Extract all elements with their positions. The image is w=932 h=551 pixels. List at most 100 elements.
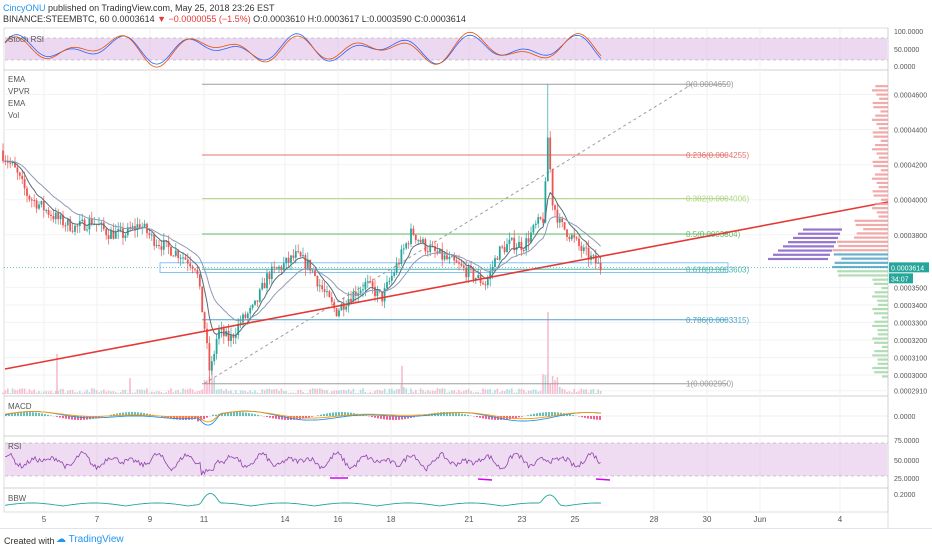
macd-histogram-bar — [272, 416, 274, 418]
legend-vpvr[interactable]: VPVR — [8, 87, 30, 96]
candle-body — [429, 246, 431, 252]
macd-histogram-bar — [239, 412, 241, 416]
price-tick-label: 0.0004000 — [894, 198, 927, 205]
candle-body — [533, 225, 535, 232]
candle-body — [506, 244, 508, 252]
bbw-line — [5, 493, 601, 506]
macd-histogram-bar — [371, 416, 373, 417]
volume-bar — [53, 393, 55, 394]
tradingview-logo-icon[interactable]: ☁ TradingView — [56, 534, 124, 545]
candle-body — [561, 218, 563, 222]
legend-vol[interactable]: Vol — [8, 111, 19, 120]
candle-body — [381, 292, 383, 302]
macd-histogram-bar — [590, 416, 592, 419]
volume-bar — [453, 390, 455, 394]
volume-bar — [175, 390, 177, 394]
volume-bar — [518, 389, 520, 394]
volume-bar — [439, 389, 441, 394]
macd-histogram-bar — [332, 412, 334, 416]
candle-body — [386, 282, 388, 288]
vpvr-bar — [881, 287, 888, 289]
candle-body — [182, 257, 184, 258]
volume-bar — [278, 391, 280, 394]
volume-bar — [146, 388, 148, 394]
x-tick-label: Jun — [754, 515, 767, 524]
volume-bar — [50, 391, 52, 394]
volume-bar — [120, 392, 122, 394]
volume-bar — [89, 392, 91, 394]
vpvr-bar — [874, 342, 888, 344]
macd-histogram-bar — [545, 412, 547, 416]
countdown-tag-label: 34:07 — [891, 276, 909, 283]
candle-body — [504, 247, 506, 252]
candle-body — [499, 246, 501, 259]
macd-histogram-bar — [521, 416, 523, 417]
macd-histogram-bar — [380, 416, 382, 419]
candle-body — [552, 169, 554, 205]
candle-body — [417, 240, 419, 241]
legend-ema-1[interactable]: EMA — [8, 75, 25, 84]
macd-histogram-bar — [236, 412, 238, 416]
macd-histogram-bar — [458, 413, 460, 416]
vpvr-bar — [838, 245, 888, 247]
macd-histogram-bar — [329, 413, 331, 416]
candle-body — [422, 239, 424, 242]
volume-bar — [499, 392, 501, 394]
volume-bar — [204, 380, 206, 394]
candle-body — [9, 163, 11, 164]
volume-bar — [271, 390, 273, 394]
candle-body — [122, 228, 124, 238]
vpvr-bar — [881, 169, 888, 171]
vpvr-bar — [873, 106, 888, 108]
volume-bar — [321, 389, 323, 394]
legend-ema-2[interactable]: EMA — [8, 99, 25, 108]
volume-bar — [564, 389, 566, 394]
candle-body — [518, 242, 520, 247]
candle-body — [321, 285, 323, 289]
vpvr-bar — [881, 199, 888, 201]
candle-body — [110, 231, 112, 239]
vpvr-poc-bar — [768, 258, 828, 260]
candle-body — [497, 258, 499, 260]
volume-bar — [309, 390, 311, 394]
vpvr-bar — [872, 119, 888, 121]
volume-bar — [329, 393, 331, 394]
vpvr-bar — [875, 173, 888, 175]
volume-bar — [516, 392, 518, 394]
rsi-divergence-mark — [478, 479, 492, 480]
vpvr-bar — [832, 266, 888, 268]
candle-body — [153, 235, 155, 246]
candle-body — [156, 245, 158, 246]
candle-body — [511, 238, 513, 240]
volume-bar — [523, 390, 525, 394]
candle-body — [242, 314, 244, 322]
candle-body — [585, 247, 587, 248]
last-price-tag-label: 0.0003614 — [891, 265, 924, 272]
macd-histogram-bar — [485, 416, 487, 419]
candle-body — [583, 247, 585, 250]
volume-bar — [192, 390, 194, 394]
bbw-label: BBW — [8, 494, 26, 503]
candle-body — [468, 266, 470, 277]
vpvr-poc-bar — [793, 237, 838, 239]
candle-body — [278, 267, 280, 269]
volume-bar — [293, 393, 295, 394]
candle-body — [43, 201, 45, 210]
macd-histogram-bar — [455, 413, 457, 416]
candle-body — [549, 138, 551, 170]
candle-body — [252, 305, 254, 308]
candle-body — [547, 138, 549, 182]
volume-bar — [98, 392, 100, 394]
volume-bar — [295, 393, 297, 394]
candle-body — [45, 210, 47, 211]
candle-body — [257, 300, 259, 301]
candle-body — [259, 289, 261, 301]
volume-bar — [60, 389, 62, 394]
macd-histogram-bar — [59, 416, 61, 418]
vpvr-bar — [874, 283, 888, 285]
macd-histogram-bar — [47, 415, 49, 416]
volume-bar — [444, 389, 446, 394]
candle-body — [564, 222, 566, 229]
macd-histogram-bar — [308, 416, 310, 417]
